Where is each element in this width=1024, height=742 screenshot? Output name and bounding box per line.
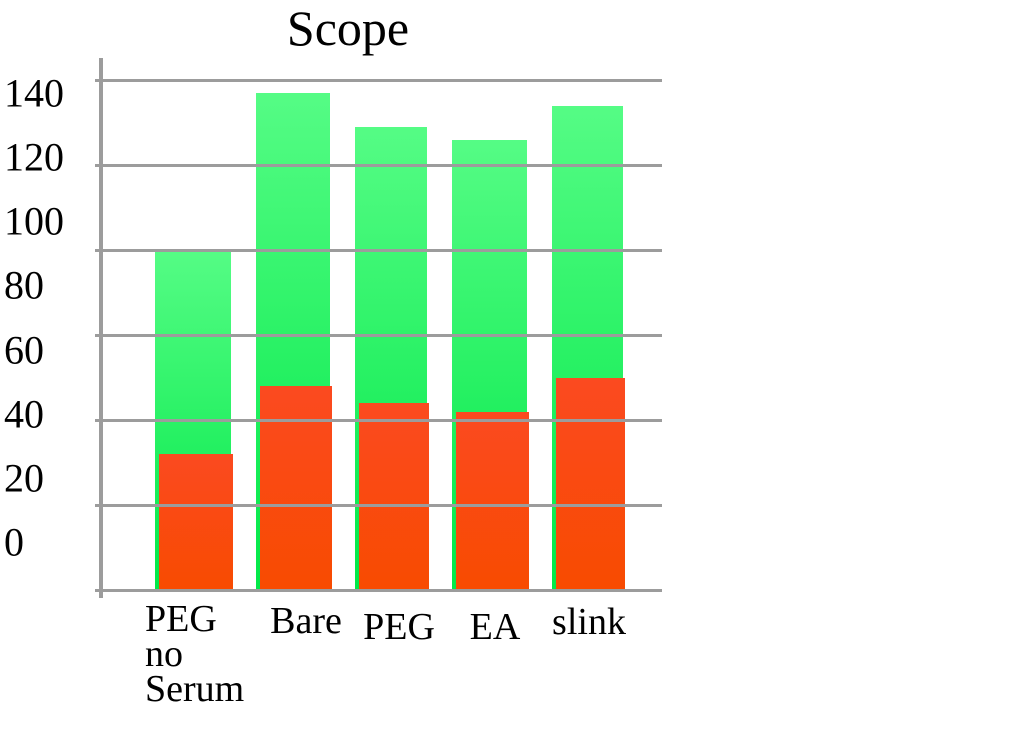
gridline-20 bbox=[95, 589, 662, 592]
gridline-40 bbox=[95, 504, 662, 507]
y-tick-label-100: 100 bbox=[4, 198, 64, 244]
y-axis-line bbox=[99, 58, 103, 598]
y-tick-label-140: 140 bbox=[4, 70, 64, 116]
x-category-label-bare: Bare bbox=[270, 600, 342, 642]
y-tick-label-20: 20 bbox=[4, 455, 44, 501]
gridline-100 bbox=[95, 249, 662, 252]
y-tick-label-40: 40 bbox=[4, 391, 44, 437]
y-tick-label-120: 120 bbox=[4, 134, 64, 180]
x-category-label-ea: EA bbox=[469, 606, 521, 648]
bar-ea-red bbox=[456, 411, 529, 592]
x-category-label-slink: slink bbox=[552, 601, 626, 643]
x-category-label-peg: PEG bbox=[363, 606, 435, 648]
gridline-80 bbox=[95, 334, 662, 337]
gridline-60 bbox=[95, 419, 662, 422]
bar-bare-red bbox=[260, 386, 332, 592]
gridline-120 bbox=[95, 164, 662, 167]
y-tick-label-80: 80 bbox=[4, 262, 44, 308]
bar-peg-no-serum-red bbox=[159, 454, 233, 592]
chart-title: Scope bbox=[286, 0, 410, 56]
x-category-label-peg-no-serum: PEG no Serum bbox=[145, 598, 245, 710]
bar-slink-red bbox=[556, 377, 625, 592]
y-tick-label-60: 60 bbox=[4, 327, 44, 373]
y-tick-label-0: 0 bbox=[4, 519, 24, 565]
gridline-140 bbox=[95, 79, 662, 82]
bar-peg-red bbox=[359, 403, 429, 592]
